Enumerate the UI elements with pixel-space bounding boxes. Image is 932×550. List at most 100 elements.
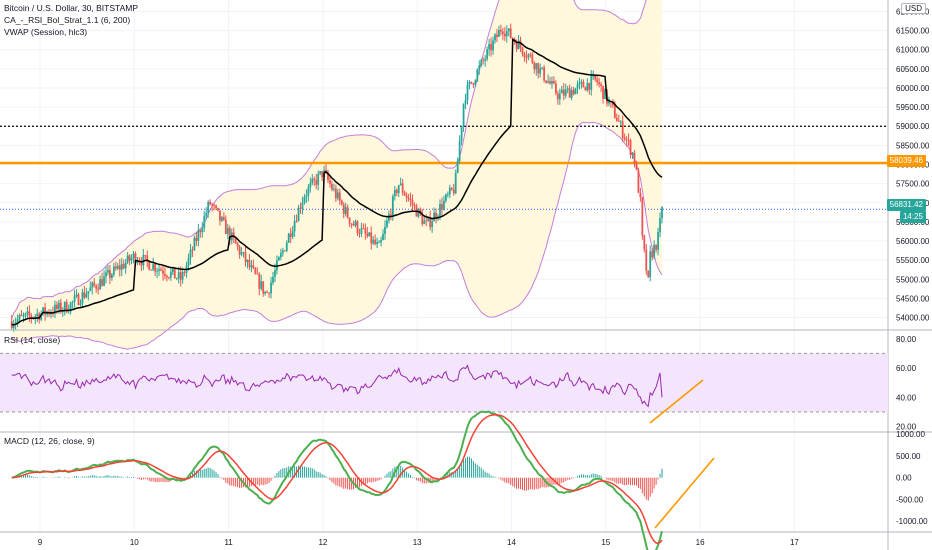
price-axis-label: 60000.00 <box>896 84 930 93</box>
candle-body <box>336 192 339 199</box>
candle-body <box>126 255 129 263</box>
candle-body <box>590 76 593 90</box>
candle-body <box>492 40 494 51</box>
candle-body <box>370 232 373 244</box>
candle-body <box>268 292 270 294</box>
candle-body <box>621 121 624 138</box>
time-axis-label: 14 <box>507 538 516 547</box>
candle-body <box>299 207 302 209</box>
candle-body <box>425 220 428 222</box>
candle-body <box>309 183 312 188</box>
macd-legend[interactable]: MACD (12, 26, close, 9) <box>4 436 95 446</box>
candle-body <box>537 63 540 74</box>
price-axis-label: 61000.00 <box>896 46 930 55</box>
candle-body <box>91 282 94 288</box>
candle-body <box>366 233 369 237</box>
candle-body <box>77 294 80 305</box>
candle-body <box>140 262 143 266</box>
candle-body <box>28 311 31 316</box>
macd-axis-label: -500.00 <box>896 495 924 504</box>
candle-body <box>615 117 618 122</box>
candle-body <box>580 81 583 83</box>
candle-body <box>321 171 324 178</box>
candle-body <box>331 184 333 190</box>
candle-body <box>553 81 555 84</box>
candle-body <box>515 42 518 50</box>
macd-trendline <box>654 457 715 529</box>
candle-body <box>285 242 288 251</box>
candle-body <box>87 291 90 295</box>
candle-body <box>464 99 467 105</box>
candle-body <box>431 221 434 228</box>
candle-body <box>403 192 406 196</box>
candle-body <box>258 273 261 289</box>
rsi-axis-label: 20.00 <box>896 423 917 432</box>
candle-body <box>462 104 465 127</box>
candle-body <box>399 183 402 186</box>
candle-body <box>435 212 437 219</box>
candle-body <box>236 243 239 247</box>
price-axis-label: 57500.00 <box>896 180 930 189</box>
vwap-legend[interactable]: VWAP (Session, hlc3) <box>4 27 88 37</box>
candle-body <box>572 90 575 95</box>
candle-body <box>472 83 475 85</box>
candle-body <box>211 204 213 206</box>
candle-body <box>608 100 610 104</box>
candle-body <box>71 301 74 303</box>
currency-button[interactable]: USD <box>901 3 926 14</box>
candle-body <box>164 273 166 276</box>
candle-body <box>507 28 510 32</box>
candle-body <box>207 202 210 214</box>
candle-body <box>525 57 528 58</box>
candle-body <box>393 189 396 197</box>
candle-body <box>69 302 72 312</box>
candle-body <box>484 58 487 61</box>
candle-body <box>248 259 251 268</box>
candle-body <box>93 282 96 286</box>
candle-body <box>30 315 33 318</box>
candle-body <box>124 262 127 269</box>
candle-body <box>582 81 585 88</box>
candle-body <box>22 315 25 317</box>
candle-body <box>566 88 569 90</box>
candle-body <box>519 40 522 48</box>
candle-body <box>311 178 314 184</box>
candle-body <box>433 212 435 222</box>
candle-body <box>456 160 459 174</box>
candle-body <box>112 266 115 275</box>
candle-body <box>340 200 343 205</box>
candle-body <box>256 273 259 275</box>
price-axis-label: 59000.00 <box>896 122 930 131</box>
candle-body <box>333 188 335 190</box>
bollinger-strategy-legend[interactable]: CA_-_RSI_Bol_Strat_1.1 (6, 200) <box>4 15 131 25</box>
candle-body <box>541 67 544 69</box>
candle-body <box>272 276 274 283</box>
rsi-legend[interactable]: RSI (14, close) <box>4 335 61 345</box>
candle-body <box>374 239 377 245</box>
candle-body <box>574 88 577 95</box>
candle-body <box>16 319 19 323</box>
candle-body <box>460 126 463 141</box>
candle-body <box>54 304 56 314</box>
candle-body <box>197 230 200 241</box>
price-axis-label: 55000.00 <box>896 275 930 284</box>
candle-body <box>36 313 39 316</box>
time-axis-label: 13 <box>413 538 422 547</box>
candle-body <box>401 183 404 193</box>
candle-body <box>417 208 420 217</box>
candle-body <box>244 252 247 263</box>
candle-body <box>262 281 265 294</box>
candle-body <box>148 261 151 270</box>
symbol-legend[interactable]: Bitcoin / U.S. Dollar, 30, BITSTAMP <box>4 3 138 13</box>
candle-body <box>18 314 21 320</box>
candle-body <box>625 139 628 140</box>
price-axis-label: 55500.00 <box>896 256 930 265</box>
candle-body <box>327 172 329 181</box>
time-axis-label: 9 <box>38 538 43 547</box>
candle-body <box>405 195 408 198</box>
candle-body <box>429 217 432 228</box>
candle-body <box>195 237 198 241</box>
candle-body <box>75 294 78 297</box>
candle-body <box>44 307 47 315</box>
